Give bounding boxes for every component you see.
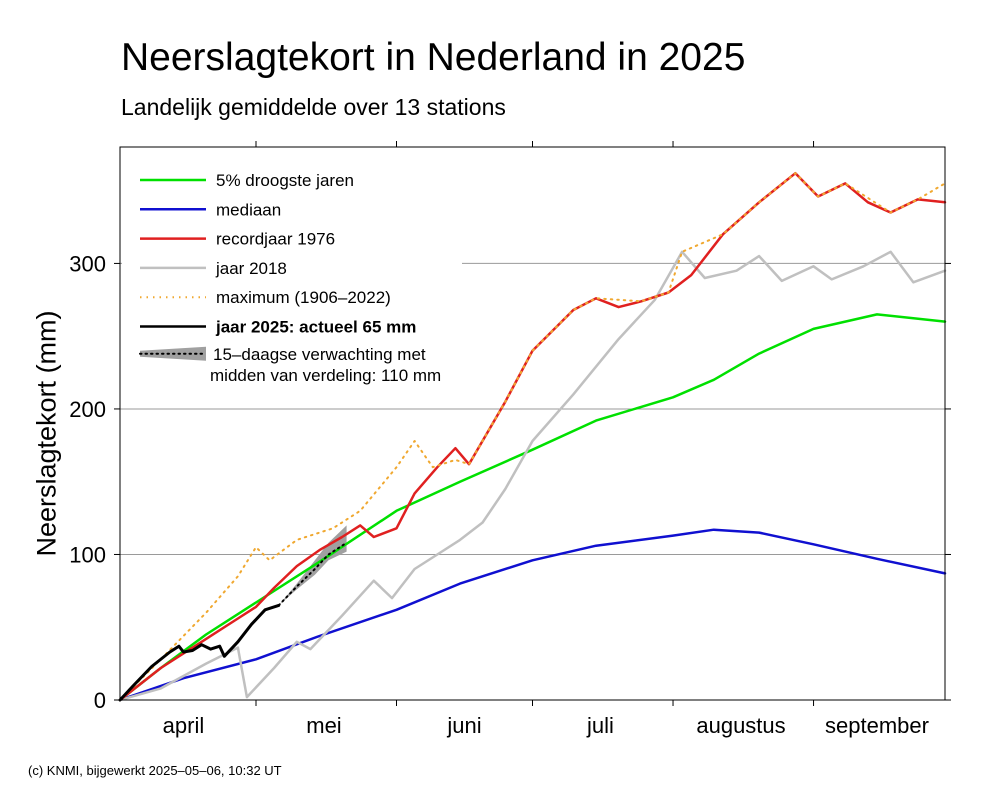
legend-label-forecast-1: midden van verdeling: 110 mm [210, 366, 441, 385]
plot-frame [119, 146, 946, 701]
chart-title: Neerslagtekort in Nederland in 2025 [121, 36, 746, 79]
month-label-juli: juli [586, 713, 614, 738]
series-layer [118, 171, 947, 702]
y-tick-label-300: 300 [69, 251, 106, 276]
y-tick-label-0: 0 [94, 688, 106, 713]
y-tick-label-100: 100 [69, 542, 106, 567]
copyright-notice: (c) KNMI, bijgewerkt 2025–05–06, 10:32 U… [28, 763, 282, 778]
legend-label-forecast-0: 15–daagse verwachting met [213, 345, 426, 364]
y-tick-label-200: 200 [69, 397, 106, 422]
series-line-maximum-1906-2022 [119, 172, 946, 701]
legend-label-4: maximum (1906–2022) [216, 288, 391, 307]
month-label-april: april [163, 713, 205, 738]
legend-label-5: jaar 2025: actueel 65 mm [215, 318, 416, 337]
legend-label-1: mediaan [216, 200, 281, 219]
legend-label-2: recordjaar 1976 [216, 230, 335, 249]
series-line-5-droogste-jaren [118, 313, 947, 702]
legend: 5% droogste jaren mediaan recordjaar 1976 j… [139, 171, 441, 385]
chart-subtitle: Landelijk gemiddelde over 13 stations [121, 94, 506, 120]
month-label-juni: juni [446, 713, 481, 738]
legend-label-3: jaar 2018 [215, 259, 287, 278]
legend-label-0: 5% droogste jaren [216, 171, 354, 190]
y-axis-label: Neerslagtekort (mm) [31, 310, 61, 556]
axis-labels: 0 100 200 300 april mei juni juli augustus septem… [69, 251, 929, 738]
month-label-september: september [825, 713, 929, 738]
series-line-jaar-2025-actueel-65-mm [118, 603, 281, 702]
series-line-jaar-2018 [118, 250, 947, 702]
axis-ticks [114, 141, 951, 706]
month-label-augustus: augustus [696, 713, 785, 738]
series-line-mediaan [118, 528, 947, 702]
forecast-median-line [277, 541, 348, 607]
month-label-mei: mei [306, 713, 341, 738]
